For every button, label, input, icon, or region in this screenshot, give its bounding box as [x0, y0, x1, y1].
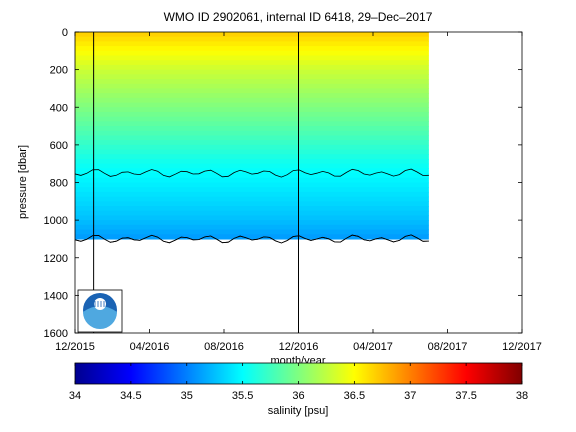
chart-title: WMO ID 2902061, internal ID 6418, 29–Dec… [164, 10, 433, 24]
colorbar [74, 362, 523, 385]
heatmap-band [75, 215, 429, 221]
heatmap-band [75, 102, 429, 108]
heatmap-band [75, 74, 429, 80]
y-tick-label: 1600 [44, 328, 68, 340]
x-tick-label: 04/2017 [353, 341, 393, 353]
colorbar-tick-label: 34 [69, 390, 81, 402]
salinity-heatmap [75, 32, 429, 240]
colorbar-tick-label: 36.5 [344, 390, 365, 402]
heatmap-band [75, 220, 429, 226]
contour-line [75, 168, 429, 178]
heatmap-band [75, 88, 429, 94]
heatmap-band [75, 229, 429, 235]
heatmap-band [75, 130, 429, 137]
x-tick-label: 12/2016 [279, 341, 319, 353]
heatmap-band [75, 173, 429, 179]
heatmap-band [75, 163, 429, 169]
x-tick-label: 12/2017 [502, 341, 542, 353]
heatmap-band [75, 121, 429, 127]
heatmap-band [75, 64, 429, 71]
heatmap-band [75, 201, 429, 207]
heatmap-band [75, 210, 429, 217]
heatmap-band [75, 83, 429, 90]
colorbar-tick-label: 37.5 [455, 390, 476, 402]
y-tick-label: 800 [50, 178, 68, 190]
vertical-markers [93, 32, 299, 333]
colorbar-ticks: 34 34.5 35 35.5 36 36.5 37 37.5 38 [69, 363, 528, 402]
x-tick-label: 12/2015 [55, 341, 95, 353]
heatmap-band [75, 111, 429, 118]
heatmap-band [75, 196, 429, 202]
heatmap-band [75, 36, 429, 43]
heatmap-band [75, 41, 429, 47]
y-tick-label: 0 [62, 27, 68, 39]
colorbar-tick-label: 38 [516, 390, 528, 402]
colorbar-tick-label: 34.5 [120, 390, 141, 402]
heatmap-band [75, 93, 429, 99]
heatmap-band [75, 60, 429, 66]
contour-line [75, 234, 429, 244]
x-tick-label: 08/2017 [428, 341, 468, 353]
heatmap-band [75, 32, 429, 38]
y-tick-label: 600 [50, 140, 68, 152]
plot-area [75, 32, 429, 244]
y-tick-label: 400 [50, 102, 68, 114]
colorbar-label: salinity [psu] [268, 405, 329, 417]
noaa-logo [77, 289, 123, 333]
x-tick-label: 04/2016 [130, 341, 170, 353]
heatmap-band [75, 79, 429, 85]
colorbar-tick-label: 35.5 [232, 390, 253, 402]
heatmap-band [75, 97, 429, 104]
x-axis: 12/2015 04/2016 08/2016 12/2016 04/2017 08/20… [55, 32, 542, 353]
y-tick-label: 1200 [44, 253, 68, 265]
heatmap-band [75, 182, 429, 188]
colorbar-tick-label: 35 [181, 390, 193, 402]
colorbar-tick-label: 37 [404, 390, 416, 402]
heatmap-band [75, 177, 429, 184]
y-axis-label: pressure [dbar] [17, 145, 29, 219]
y-tick-label: 200 [50, 65, 68, 77]
y-tick-label: 1400 [44, 290, 68, 302]
heatmap-band [75, 168, 429, 174]
heatmap-band [75, 144, 429, 151]
heatmap-band [75, 140, 429, 146]
heatmap-band [75, 158, 429, 165]
heatmap-band [75, 46, 429, 52]
heatmap-band [75, 116, 429, 122]
heatmap-band [75, 107, 429, 113]
colorbar-tick-label: 36 [292, 390, 304, 402]
heatmap-band [75, 234, 429, 240]
heatmap-band [75, 50, 429, 57]
heatmap-band [75, 206, 429, 212]
heatmap-band [75, 126, 429, 132]
heatmap-band [75, 135, 429, 141]
heatmap-band [75, 55, 429, 61]
heatmap-band [75, 187, 429, 193]
salinity-contours [75, 168, 429, 244]
x-tick-label: 08/2016 [204, 341, 244, 353]
y-axis: 0 200 400 600 800 1000 1200 1400 1600 [44, 27, 522, 340]
heatmap-band [75, 69, 429, 75]
heatmap-band [75, 149, 429, 155]
heatmap-band [75, 224, 429, 231]
y-tick-label: 1000 [44, 215, 68, 227]
heatmap-band [75, 191, 429, 198]
heatmap-band [75, 154, 429, 160]
